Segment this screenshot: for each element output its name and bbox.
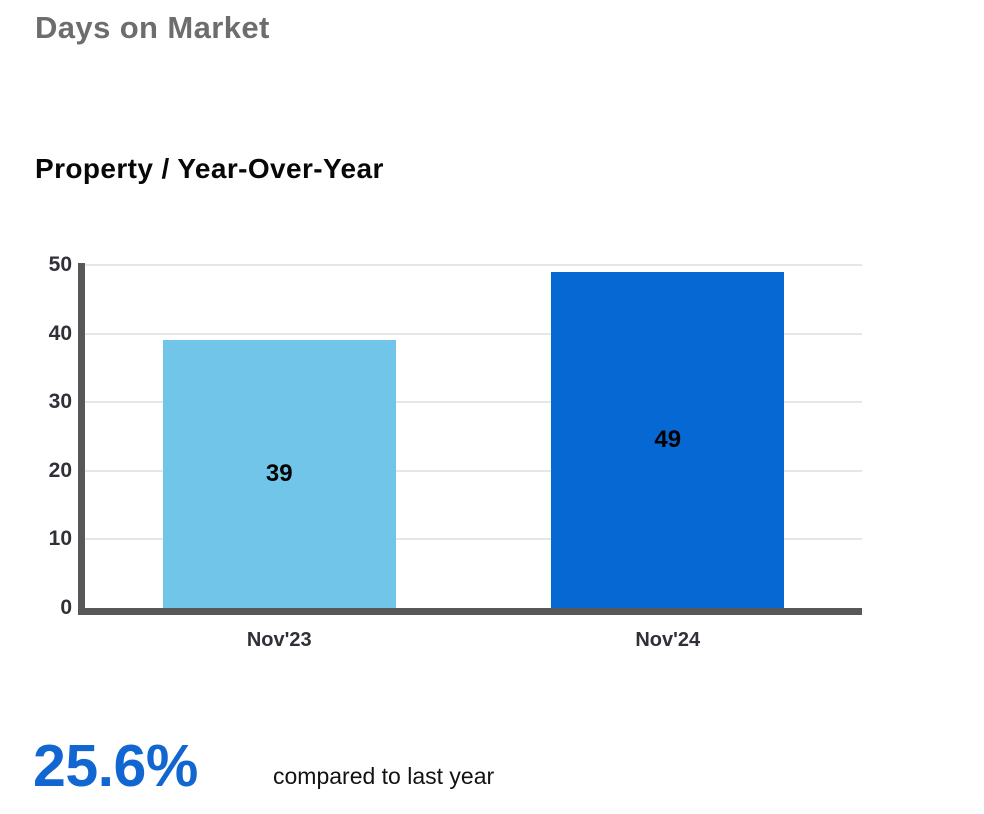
y-tick-label: 0 — [60, 596, 72, 619]
bar-value-label: 39 — [265, 460, 293, 488]
bar-nov-24[interactable]: 49 — [551, 271, 785, 608]
chart-title: Property / Year-Over-Year — [35, 153, 384, 184]
gridline — [85, 401, 862, 404]
x-tick-label: Nov'24 — [635, 629, 701, 651]
y-axis-labels: 0 10 20 30 40 50 — [10, 253, 72, 619]
y-tick-label: 10 — [48, 527, 72, 551]
y-tick-label: 40 — [48, 321, 72, 345]
y-tick-label: 30 — [48, 390, 72, 414]
gridline — [85, 469, 862, 472]
gridline — [85, 332, 862, 335]
x-axis-line — [78, 608, 862, 615]
plot-area: 39 Nov'23 49 Nov'24 — [78, 263, 862, 651]
gridline — [85, 538, 862, 541]
bar-value-label: 49 — [654, 425, 682, 453]
gridline — [85, 264, 862, 266]
y-axis-line — [78, 263, 85, 615]
bar-nov-23[interactable]: 39 — [162, 340, 396, 608]
yoy-percent: 25.6% — [33, 733, 198, 799]
y-tick-label: 20 — [48, 458, 72, 482]
bar-chart: 0 10 20 30 40 50 39 Nov'23 49 Nov'24 — [0, 253, 984, 651]
widget-title: Days on Market — [35, 10, 270, 45]
y-tick-label: 50 — [48, 253, 72, 276]
yoy-caption: compared to last year — [273, 763, 495, 789]
x-tick-label: Nov'23 — [246, 629, 312, 651]
